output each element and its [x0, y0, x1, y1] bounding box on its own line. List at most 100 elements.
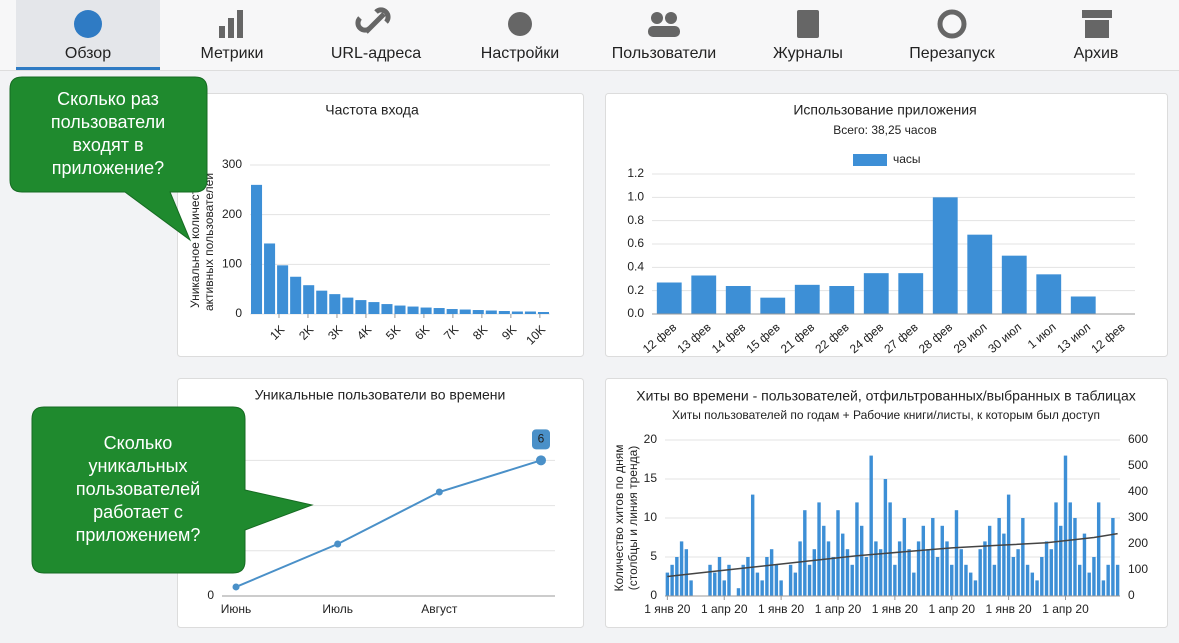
callout-text: пользователи — [51, 112, 165, 132]
icon-users — [648, 12, 680, 37]
bar — [746, 557, 750, 596]
y-axis-label: (столбцы и линия тренда) — [626, 446, 640, 591]
callout-text: работает с — [93, 502, 183, 522]
point — [334, 540, 342, 548]
nav-tab[interactable]: Архив — [1074, 45, 1119, 62]
bar — [722, 580, 726, 596]
bar — [689, 580, 693, 596]
icon-restart — [937, 9, 967, 39]
y-tick-label: 600 — [1128, 432, 1148, 446]
bar — [898, 273, 924, 314]
y-tick-label: 0 — [650, 588, 657, 602]
bar — [1096, 502, 1101, 596]
y-tick-label: 15 — [644, 471, 658, 485]
y-tick-label: 0.6 — [627, 236, 644, 250]
nav-tab[interactable]: Метрики — [201, 45, 264, 62]
bar — [931, 518, 935, 596]
bar — [978, 549, 982, 596]
bar — [807, 564, 812, 596]
callout-text: Сколько раз — [57, 89, 159, 109]
bar — [850, 564, 854, 596]
bar — [779, 580, 783, 596]
bar — [760, 580, 764, 596]
bar — [537, 312, 549, 314]
bar — [831, 557, 835, 596]
bar — [381, 304, 393, 314]
callout-text: уникальных — [88, 456, 187, 476]
bar — [959, 549, 963, 596]
bar — [793, 572, 798, 596]
bar — [251, 184, 263, 314]
bar — [741, 564, 745, 596]
nav-tab[interactable]: Журналы — [773, 45, 843, 62]
bar — [1082, 533, 1087, 596]
y-tick-label: 100 — [1128, 562, 1148, 576]
x-tick-label: 1 янв 20 — [872, 602, 919, 616]
bar — [1011, 557, 1016, 596]
bar — [769, 549, 774, 596]
chart-subtitle: Всего: 38,25 часов — [833, 123, 937, 137]
legend-label: часы — [893, 152, 921, 166]
icon-url — [355, 7, 391, 34]
x-tick-label: Июль — [322, 602, 353, 616]
y-tick-label: 10 — [644, 510, 658, 524]
bar — [1111, 518, 1115, 596]
bar — [935, 557, 940, 596]
x-tick-label: 1 апр 20 — [928, 602, 975, 616]
bar — [822, 525, 826, 596]
bar — [511, 311, 523, 314]
y-tick-label: 5 — [650, 549, 657, 563]
nav-bar — [0, 0, 1179, 70]
icon-metrics — [219, 10, 243, 38]
nav-tab[interactable]: Настройки — [481, 45, 559, 62]
y-tick-label: 100 — [222, 257, 242, 271]
bar — [1078, 564, 1082, 596]
bar — [912, 572, 916, 596]
bar — [727, 564, 731, 596]
nav-tab[interactable]: URL-адреса — [331, 45, 421, 62]
bar — [1030, 572, 1035, 596]
bar — [1001, 255, 1027, 314]
bar — [997, 518, 1001, 596]
chart-title: Частота входа — [325, 102, 419, 118]
bar — [684, 549, 689, 596]
x-tick-label: 1 апр 20 — [815, 602, 862, 616]
x-tick-label: 1 апр 20 — [701, 602, 748, 616]
bar — [446, 309, 458, 314]
bar — [1092, 557, 1096, 596]
callout-text: приложение? — [52, 158, 164, 178]
bar — [812, 549, 817, 596]
line — [235, 459, 542, 588]
x-tick-label: Август — [421, 602, 458, 616]
bar — [656, 282, 682, 314]
icon-overview — [74, 10, 102, 38]
bar — [874, 541, 878, 596]
bar — [329, 294, 341, 314]
nav-tab[interactable]: Перезапуск — [909, 45, 996, 62]
bar — [863, 273, 889, 314]
bar — [1036, 274, 1062, 314]
callout-shape — [31, 406, 314, 574]
bar — [1073, 518, 1077, 596]
bar — [407, 306, 419, 314]
bar — [736, 588, 741, 596]
bar — [897, 541, 902, 596]
bar — [817, 502, 821, 596]
callout-text: пользователей — [76, 479, 200, 499]
y-tick-label: 0 — [235, 306, 242, 320]
y-tick-label: 1.2 — [627, 166, 644, 180]
bar — [829, 286, 855, 314]
bar — [907, 549, 911, 596]
bar — [498, 311, 510, 314]
y-axis-label: активных пользователей — [202, 173, 216, 311]
bar — [277, 265, 289, 314]
bar — [950, 564, 954, 596]
bar — [717, 557, 722, 596]
icon-logs — [797, 10, 819, 38]
nav-tab[interactable]: Обзор — [65, 45, 111, 62]
bar — [798, 541, 802, 596]
bar — [1040, 557, 1044, 596]
y-tick-label: 300 — [222, 157, 242, 171]
bar — [394, 305, 406, 314]
nav-tab[interactable]: Пользователи — [612, 45, 716, 62]
